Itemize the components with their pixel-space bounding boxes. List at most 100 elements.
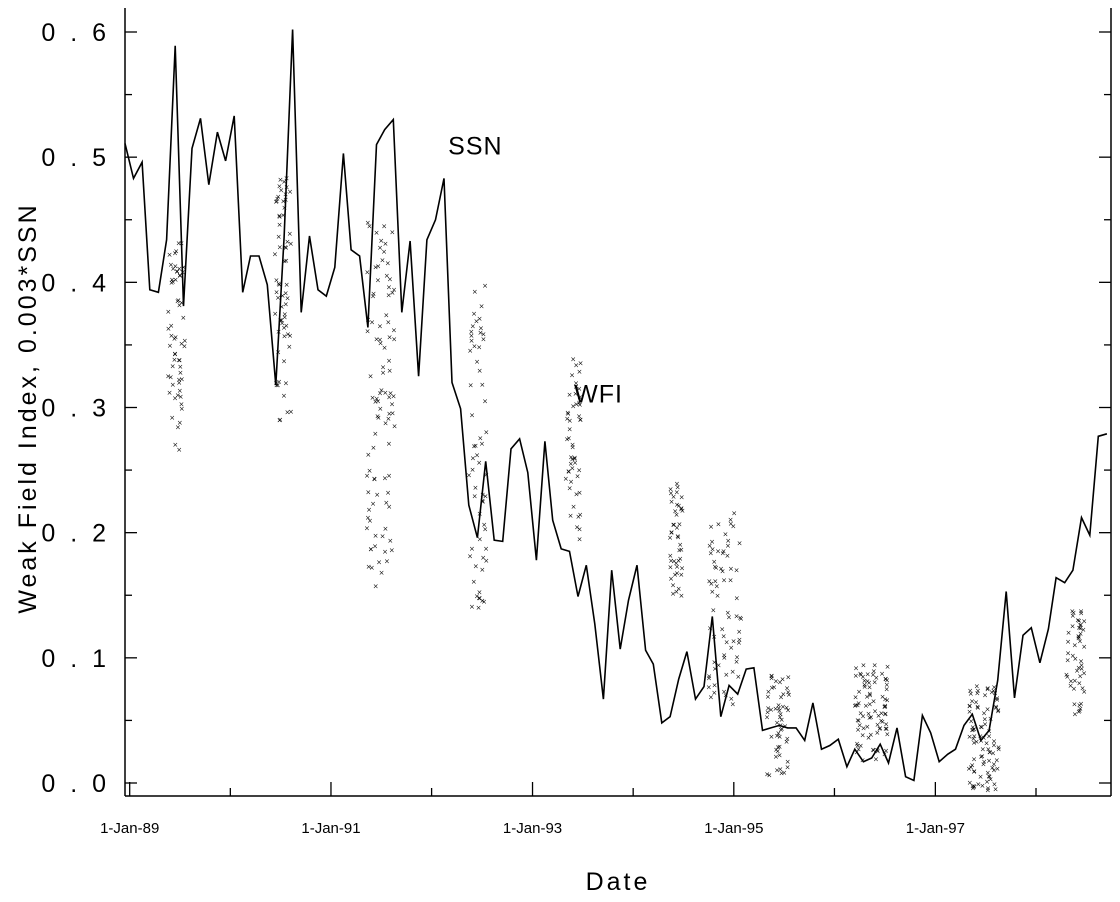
wfi-point: × — [730, 700, 736, 708]
wfi-point: × — [968, 763, 974, 771]
wfi-point: × — [779, 716, 785, 724]
wfi-point: × — [577, 511, 583, 519]
wfi-point: × — [769, 675, 775, 683]
wfi-point: × — [382, 548, 388, 556]
wfi-point: × — [769, 672, 775, 680]
wfi-point: × — [382, 240, 388, 248]
wfi-point: × — [712, 577, 718, 585]
wfi-point: × — [480, 498, 486, 506]
wfi-point: × — [566, 435, 572, 443]
wfi-point: × — [875, 747, 881, 755]
wfi-point: × — [856, 745, 862, 753]
wfi-point: × — [287, 230, 293, 238]
wfi-point: × — [967, 708, 973, 716]
wfi-point: × — [979, 782, 985, 790]
wfi-point: × — [730, 668, 736, 676]
wfi-point: × — [855, 716, 861, 724]
wfi-point: × — [861, 677, 867, 685]
wfi-point: × — [1064, 673, 1070, 681]
wfi-point: × — [569, 372, 575, 380]
wfi-point: × — [279, 319, 285, 327]
wfi-point: × — [182, 337, 188, 345]
wfi-point: × — [973, 699, 979, 707]
wfi-point: × — [274, 198, 280, 206]
wfi-point: × — [177, 356, 183, 364]
wfi-point: × — [882, 703, 888, 711]
wfi-point: × — [780, 703, 786, 711]
wfi-point: × — [774, 766, 780, 774]
wfi-point: × — [176, 265, 182, 273]
wfi-point: × — [1074, 667, 1080, 675]
wfi-point: × — [170, 278, 176, 286]
wfi-point: × — [877, 725, 883, 733]
wfi-point: × — [466, 472, 472, 480]
wfi-point: × — [734, 658, 740, 666]
wfi-point: × — [1070, 622, 1076, 630]
wfi-point: × — [1071, 685, 1077, 693]
wfi-point: × — [994, 765, 1000, 773]
wfi-point: × — [571, 503, 577, 511]
wfi-point: × — [728, 520, 734, 528]
x-tick-label: 1-Jan-91 — [301, 820, 360, 837]
wfi-point: × — [282, 244, 288, 252]
wfi-point: × — [774, 719, 780, 727]
wfi-point: × — [734, 653, 740, 661]
wfi-point: × — [867, 700, 873, 708]
wfi-point: × — [858, 742, 864, 750]
wfi-point: × — [986, 773, 992, 781]
wfi-point: × — [567, 485, 573, 493]
wfi-point: × — [283, 301, 289, 309]
wfi-point: × — [168, 373, 174, 381]
wfi-point: × — [1070, 612, 1076, 620]
wfi-point: × — [974, 689, 980, 697]
wfi-point: × — [387, 537, 393, 545]
wfi-point: × — [481, 521, 487, 529]
wfi-point: × — [567, 391, 573, 399]
wfi-point: × — [670, 582, 676, 590]
wfi-point: × — [879, 718, 885, 726]
wfi-point: × — [978, 723, 984, 731]
wfi-point: × — [568, 460, 574, 468]
wfi-point: × — [853, 693, 859, 701]
wfi-point: × — [721, 652, 727, 660]
wfi-point: × — [674, 501, 680, 509]
wfi-point: × — [379, 569, 385, 577]
wfi-point: × — [971, 782, 977, 790]
wfi-point: × — [573, 362, 579, 370]
wfi-point: × — [1081, 688, 1087, 696]
wfi-point: × — [181, 263, 187, 271]
wfi-point: × — [382, 475, 388, 483]
wfi-point: × — [370, 444, 376, 452]
wfi-point: × — [1076, 664, 1082, 672]
wfi-point: × — [985, 686, 991, 694]
wfi-point: × — [777, 751, 783, 759]
wfi-point: × — [879, 670, 885, 678]
wfi-point: × — [371, 290, 377, 298]
wfi-point: × — [474, 592, 480, 600]
x-axis-title: Date — [586, 868, 651, 896]
wfi-point: × — [469, 337, 475, 345]
wfi-point: × — [469, 412, 475, 420]
wfi-point: × — [476, 595, 482, 603]
wfi-point: × — [477, 329, 483, 337]
wfi-point: × — [375, 263, 381, 271]
wfi-point: × — [169, 414, 175, 422]
wfi-point: × — [778, 694, 784, 702]
wfi-point: × — [713, 564, 719, 572]
wfi-point: × — [677, 555, 683, 563]
wfi-point: × — [566, 468, 572, 476]
y-tick-label: 0 . 4 — [41, 269, 110, 297]
wfi-point: × — [375, 276, 381, 284]
wfi-point: × — [372, 543, 378, 551]
wfi-point: × — [282, 257, 288, 265]
wfi-point: × — [709, 588, 715, 596]
wfi-point: × — [985, 786, 991, 794]
wfi-point: × — [882, 696, 888, 704]
wfi-point: × — [856, 717, 862, 725]
wfi-point: × — [279, 303, 285, 311]
wfi-point: × — [477, 315, 483, 323]
wfi-point: × — [970, 726, 976, 734]
wfi-point: × — [676, 557, 682, 565]
wfi-point: × — [769, 672, 775, 680]
wfi-point: × — [721, 577, 727, 585]
